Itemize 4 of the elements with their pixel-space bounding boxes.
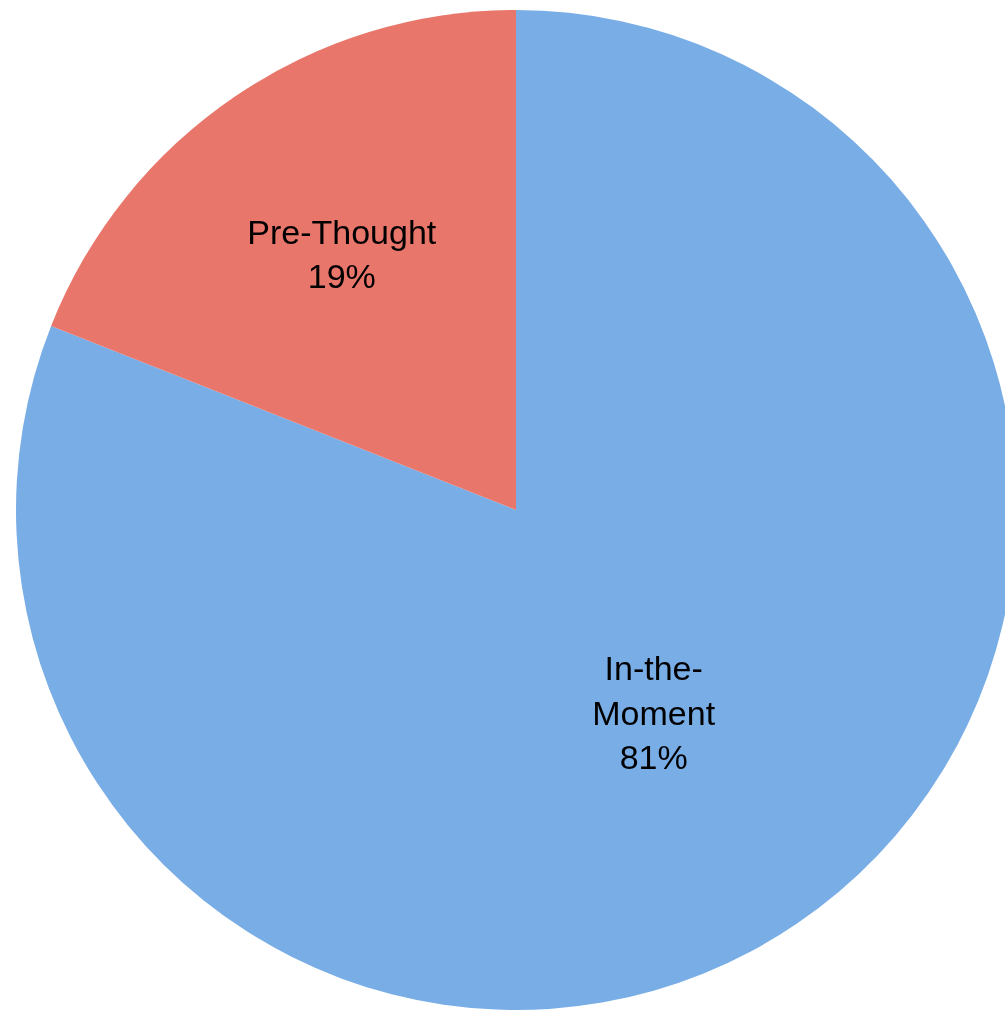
slice-label: In-the-Moment [592,649,716,732]
data-label: 19% [307,256,376,295]
slice-label: Pre-Thought [247,212,437,251]
data-label: 81% [619,737,688,776]
